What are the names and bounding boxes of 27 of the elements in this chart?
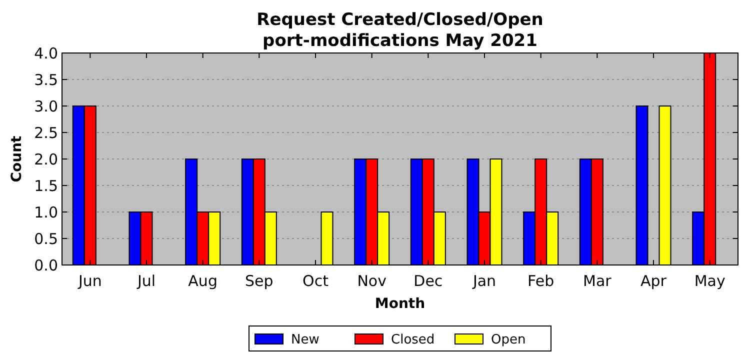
legend-label: New bbox=[291, 332, 320, 348]
x-tick-label: Oct bbox=[302, 272, 329, 290]
x-tick-label: Aug bbox=[188, 272, 218, 290]
x-tick-label: May bbox=[694, 272, 726, 290]
legend-label: Open bbox=[491, 332, 526, 348]
x-tick-label: Apr bbox=[640, 272, 668, 290]
x-tick-label: Jul bbox=[136, 272, 156, 290]
legend-label: Closed bbox=[391, 332, 435, 348]
x-tick-label: Feb bbox=[528, 272, 554, 290]
x-tick-label: Sep bbox=[245, 272, 274, 290]
x-axis-title: Month bbox=[374, 296, 426, 312]
x-tick-label: Jun bbox=[77, 272, 102, 290]
x-tick-label: Nov bbox=[357, 272, 387, 290]
y-tick-label: 0.5 bbox=[34, 230, 58, 248]
x-tick-label: Mar bbox=[583, 272, 612, 290]
y-tick-label: 2.0 bbox=[34, 150, 58, 168]
y-tick-label: 3.5 bbox=[34, 70, 58, 89]
y-axis-title: Count bbox=[9, 135, 25, 182]
y-tick-label: 3.0 bbox=[34, 97, 58, 116]
y-tick-label: 4.0 bbox=[34, 44, 58, 62]
x-tick-label: Jan bbox=[472, 272, 496, 290]
x-tick-label: Dec bbox=[414, 272, 443, 290]
y-tick-label: 1.0 bbox=[34, 203, 58, 222]
y-tick-label: 1.5 bbox=[34, 176, 58, 195]
y-tick-label: 2.5 bbox=[34, 124, 58, 142]
chart-title: Request Created/Closed/Open port-modifications May 2021 bbox=[256, 10, 544, 51]
y-tick-label: 0.0 bbox=[34, 256, 58, 274]
